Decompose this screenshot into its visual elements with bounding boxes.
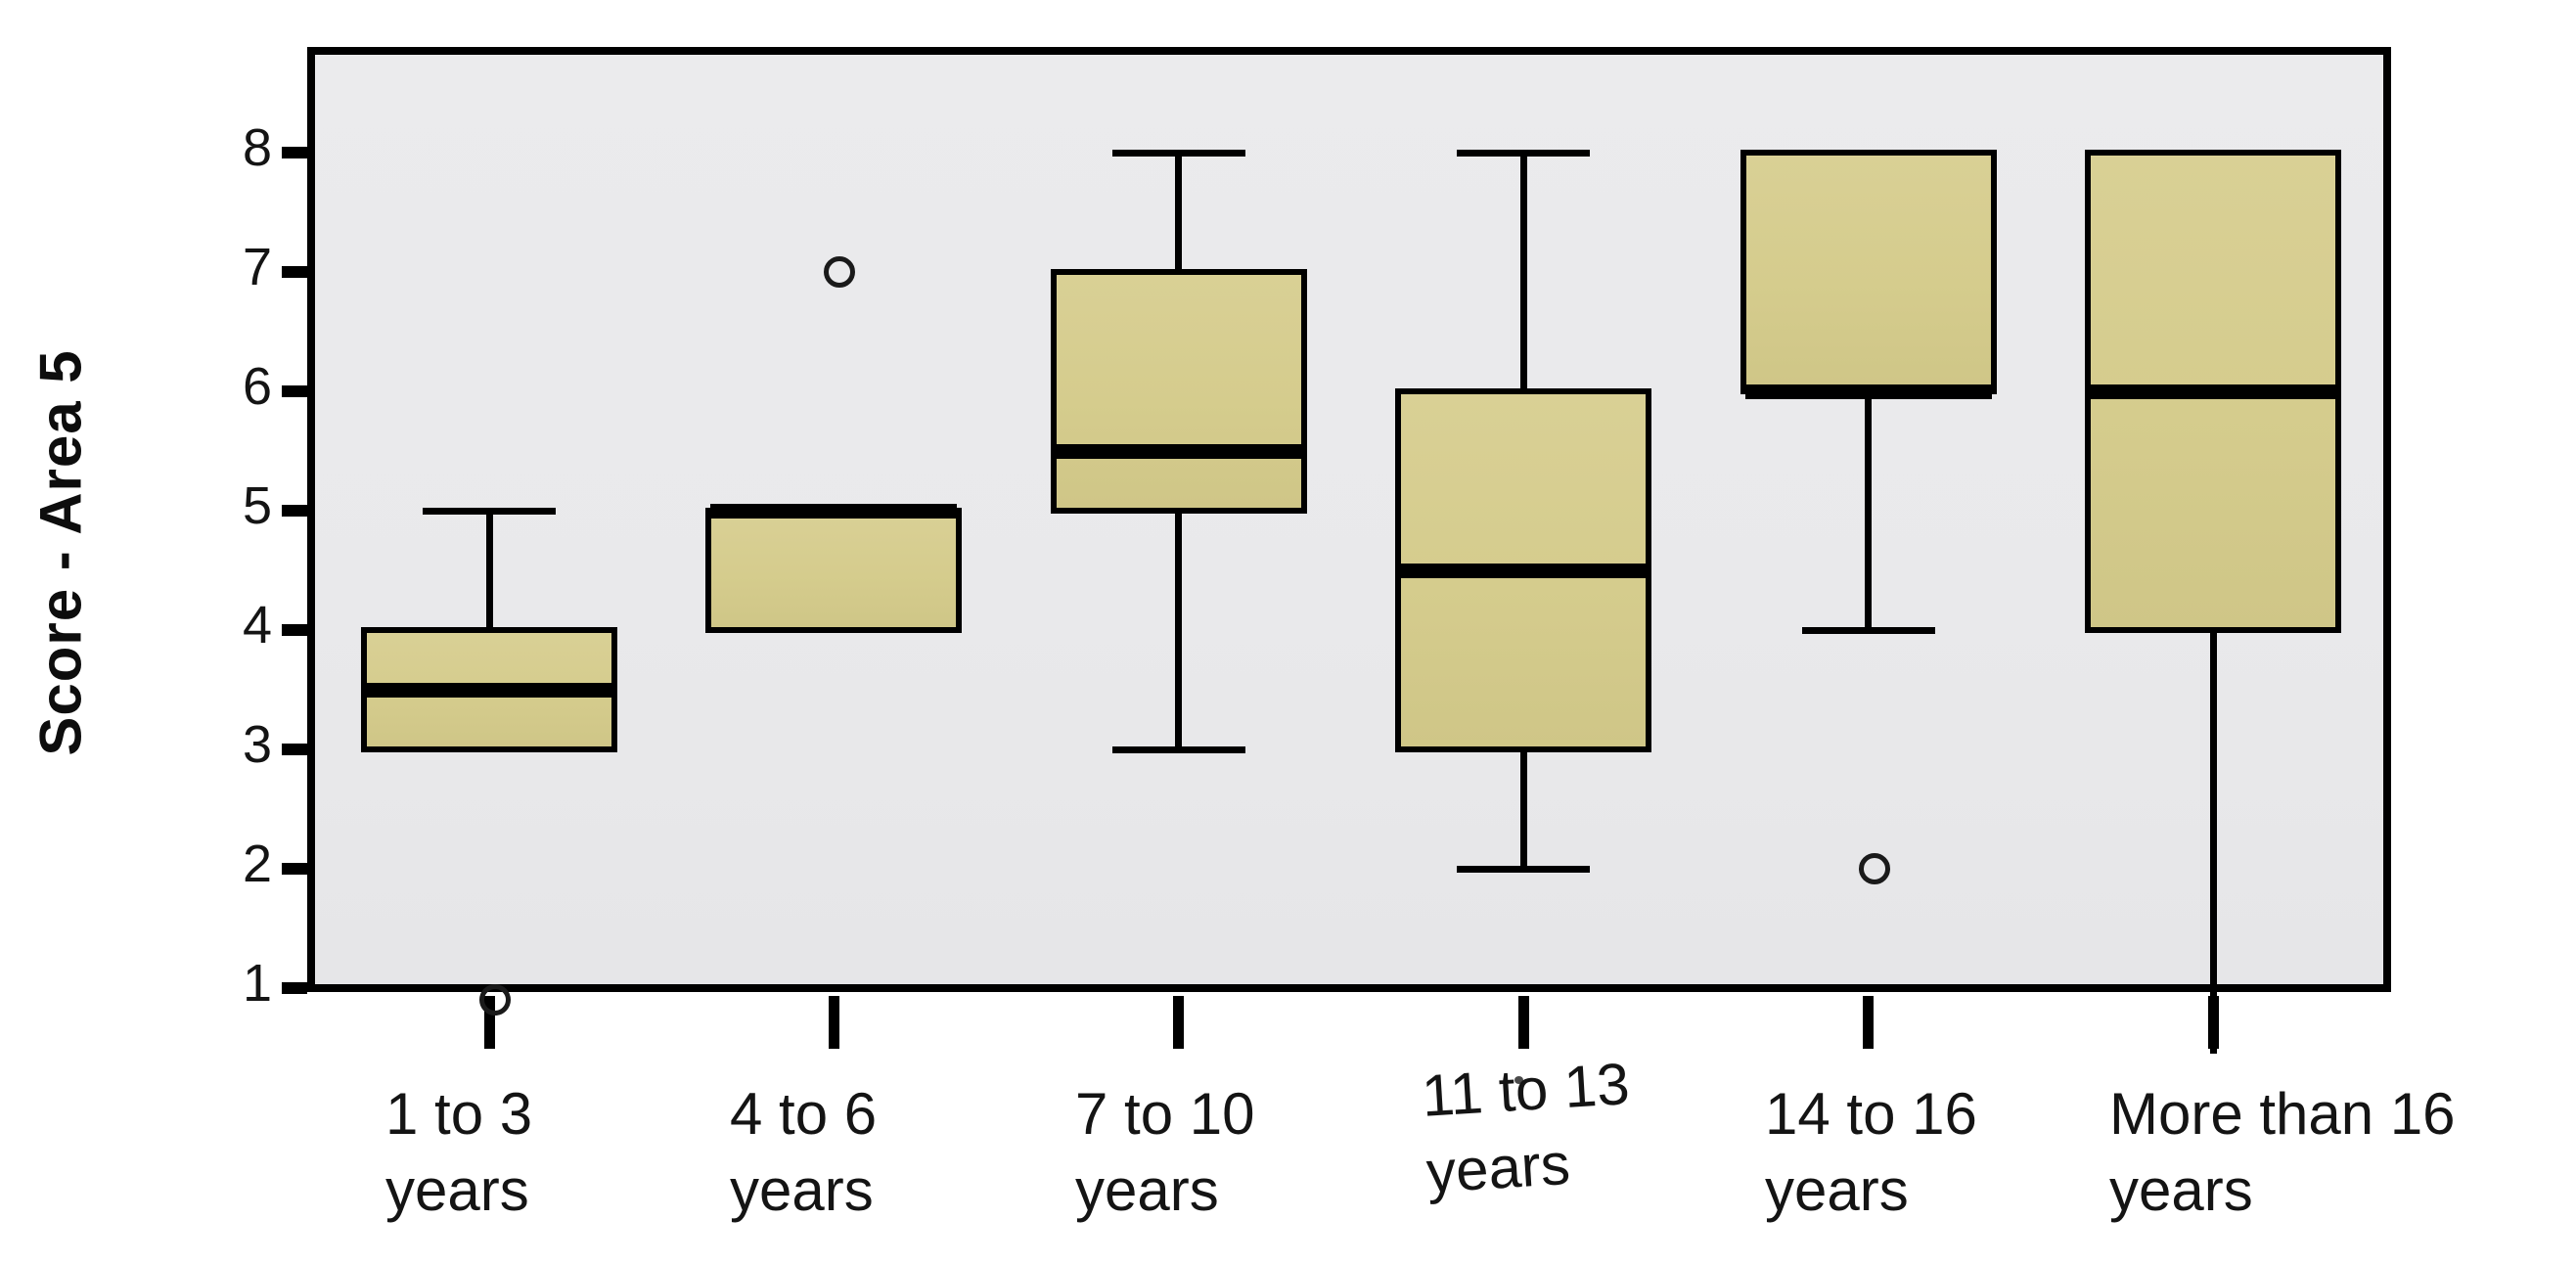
x-category-label: 14 to 16 years	[1765, 1076, 1977, 1229]
median-line	[1056, 444, 1302, 459]
x-tick-mark	[484, 996, 495, 1049]
whisker-line-high	[486, 511, 493, 630]
x-category-label: 4 to 6 years	[730, 1076, 877, 1229]
whisker-line-low	[1175, 511, 1182, 749]
median-line	[366, 683, 612, 698]
whisker-cap-low	[1112, 746, 1245, 753]
y-tick-label: 3	[242, 715, 272, 774]
median-line	[1400, 564, 1647, 578]
y-tick-label: 8	[242, 118, 272, 177]
y-tick-mark	[282, 744, 307, 755]
x-category-label-line: 7 to 10	[1075, 1081, 1255, 1147]
box-rect	[705, 508, 962, 633]
whisker-cap-high	[1112, 150, 1245, 157]
y-tick-mark	[282, 147, 307, 158]
y-tick-mark	[282, 505, 307, 517]
x-category-label: 7 to 10 years	[1075, 1076, 1255, 1229]
y-tick-label: 2	[242, 835, 272, 893]
x-category-label-line: years	[1424, 1130, 1572, 1205]
y-tick-label: 1	[242, 954, 272, 1013]
whisker-line-low	[1520, 749, 1527, 869]
x-category-label-line: years	[385, 1157, 529, 1223]
y-tick-label: 7	[242, 238, 272, 296]
whisker-cap-low	[1457, 866, 1590, 873]
x-tick-mark	[829, 996, 839, 1049]
y-tick-label: 6	[242, 357, 272, 416]
y-tick-mark	[282, 266, 307, 278]
x-category-label-line: 1 to 3	[385, 1081, 533, 1147]
y-tick-mark	[282, 624, 307, 636]
y-tick-label: 5	[242, 476, 272, 535]
x-category-label-line: years	[1075, 1157, 1219, 1223]
median-line	[710, 504, 957, 519]
outlier-circle	[1859, 853, 1890, 884]
whisker-line-high	[1175, 153, 1182, 272]
whisker-line-high	[1520, 153, 1527, 391]
x-category-label-line: 4 to 6	[730, 1081, 878, 1147]
whisker-line-low	[1865, 391, 1872, 630]
box-rect	[1051, 269, 1307, 514]
whisker-cap-high	[1457, 150, 1590, 157]
x-tick-mark	[1863, 996, 1874, 1049]
x-category-label-line: 11 to 13	[1420, 1051, 1632, 1129]
y-tick-mark	[282, 982, 307, 994]
whisker-line-low	[2210, 630, 2217, 1054]
outlier-circle	[479, 984, 511, 1016]
x-tick-mark	[1173, 996, 1184, 1049]
x-category-label-line: years	[2109, 1157, 2253, 1223]
x-category-label-line: years	[1765, 1157, 1909, 1223]
x-category-label: 1 to 3 years	[385, 1076, 532, 1229]
outlier-circle	[824, 256, 855, 288]
median-line	[1745, 384, 1992, 399]
whisker-cap-low	[1802, 627, 1935, 634]
plot-area	[307, 47, 2391, 992]
box-rect	[1740, 150, 1997, 394]
x-category-label-line: years	[730, 1157, 874, 1223]
y-tick-mark	[282, 385, 307, 397]
scan-artifact-dot	[1514, 1076, 1523, 1084]
x-category-label: More than 16 years	[2109, 1076, 2456, 1229]
x-category-label-line: More than 16	[2109, 1081, 2456, 1147]
median-line	[2090, 384, 2336, 399]
x-category-label-line: 14 to 16	[1765, 1081, 1977, 1147]
x-category-label: 11 to 13 years	[1420, 1046, 1637, 1211]
y-tick-label: 4	[242, 596, 272, 655]
y-tick-mark	[282, 863, 307, 875]
whisker-cap-high	[423, 508, 556, 515]
x-tick-mark	[1518, 996, 1529, 1049]
